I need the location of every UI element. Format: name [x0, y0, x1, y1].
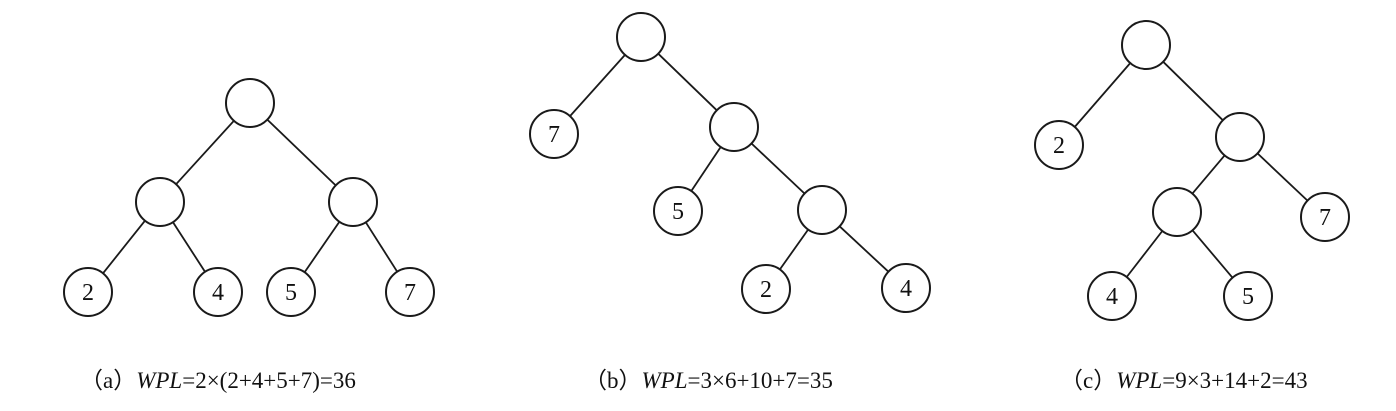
node-weight-label: 7 [548, 122, 560, 148]
node-circle [653, 186, 703, 236]
node-circle [63, 267, 113, 317]
tree-node-a-rr: 7 [385, 267, 435, 317]
node-circle [385, 267, 435, 317]
tree-node-b-n1 [709, 102, 759, 152]
caption-a-wpl: WPL [136, 368, 182, 393]
caption-c-formula: =9×3+14+2=43 [1162, 368, 1307, 393]
tree-node-b-2: 2 [741, 264, 791, 314]
edge-c-n1-to-c-n2 [1191, 154, 1226, 195]
tree-node-a-root [225, 78, 275, 128]
caption-a-formula: =2×(2+4+5+7)=36 [182, 368, 356, 393]
edge-b-root-to-b-7 [569, 54, 626, 117]
tree-node-b-4: 4 [881, 263, 931, 313]
node-circle [709, 102, 759, 152]
edge-b-n1-to-b-5 [690, 146, 722, 192]
node-circle [266, 267, 316, 317]
node-circle [881, 263, 931, 313]
caption-c-wpl: WPL [1116, 368, 1162, 393]
node-weight-label: 7 [404, 280, 416, 306]
node-circle [1087, 271, 1137, 321]
tree-node-a-lr: 4 [193, 267, 243, 317]
edge-a-root-to-a-r [266, 118, 337, 187]
caption-b-tag: （b） [584, 368, 642, 393]
node-weight-label: 4 [1106, 284, 1118, 310]
nodes-layer: 2 4 5 7 7 5 2 4 2 7 4 5 [63, 12, 1350, 321]
caption-b: （b）WPL=3×6+10+7=35 [584, 368, 833, 393]
node-weight-label: 2 [1053, 133, 1065, 159]
edge-c-n2-to-c-4 [1125, 230, 1164, 278]
caption-a: （a）WPL=2×(2+4+5+7)=36 [80, 368, 356, 393]
tree-node-a-l [135, 177, 185, 227]
node-weight-label: 5 [285, 280, 297, 306]
tree-node-b-n2 [797, 185, 847, 235]
node-circle [1152, 187, 1202, 237]
caption-c: （c）WPL=9×3+14+2=43 [1060, 368, 1308, 393]
node-circle [529, 109, 579, 159]
tree-node-c-5: 5 [1223, 271, 1273, 321]
edge-c-n2-to-c-5 [1191, 229, 1234, 279]
caption-b-wpl: WPL [642, 368, 688, 393]
edge-a-r-to-a-rr [365, 221, 398, 273]
edges-layer [102, 53, 1309, 279]
node-circle [616, 12, 666, 62]
node-circle [797, 185, 847, 235]
node-circle [1034, 120, 1084, 170]
node-weight-label: 2 [760, 277, 772, 303]
edge-c-root-to-c-2 [1074, 62, 1131, 128]
tree-node-c-4: 4 [1087, 271, 1137, 321]
tree-node-a-r [328, 177, 378, 227]
node-circle [1121, 20, 1171, 70]
tree-node-c-root [1121, 20, 1171, 70]
tree-node-b-root [616, 12, 666, 62]
node-weight-label: 7 [1319, 205, 1331, 231]
tree-node-b-7: 7 [529, 109, 579, 159]
node-circle [135, 177, 185, 227]
node-circle [328, 177, 378, 227]
caption-c-tag: （c） [1060, 368, 1116, 393]
tree-node-c-7: 7 [1300, 192, 1350, 242]
edge-b-n2-to-b-4 [838, 225, 890, 273]
tree-node-c-2: 2 [1034, 120, 1084, 170]
edge-a-l-to-a-lr [172, 221, 206, 273]
node-circle [1300, 192, 1350, 242]
node-circle [1215, 112, 1265, 162]
node-weight-label: 5 [672, 199, 684, 225]
edge-a-root-to-a-l [175, 120, 235, 185]
node-circle [193, 267, 243, 317]
tree-node-c-n1 [1215, 112, 1265, 162]
edge-a-r-to-a-rl [303, 221, 341, 273]
node-weight-label: 4 [900, 276, 912, 302]
node-circle [1223, 271, 1273, 321]
node-circle [225, 78, 275, 128]
edge-b-n2-to-b-2 [779, 229, 809, 270]
node-weight-label: 5 [1242, 284, 1254, 310]
caption-a-tag: （a） [80, 368, 136, 393]
node-weight-label: 4 [212, 280, 224, 306]
caption-b-formula: =3×6+10+7=35 [688, 368, 833, 393]
node-weight-label: 2 [82, 280, 94, 306]
tree-node-c-n2 [1152, 187, 1202, 237]
edge-b-root-to-b-n1 [657, 53, 718, 111]
edge-b-n1-to-b-n2 [750, 142, 806, 195]
tree-node-a-rl: 5 [266, 267, 316, 317]
edge-a-l-to-a-ll [102, 220, 146, 274]
edge-c-n1-to-c-7 [1256, 152, 1309, 202]
tree-node-a-ll: 2 [63, 267, 113, 317]
tree-node-b-5: 5 [653, 186, 703, 236]
edge-c-root-to-c-n1 [1162, 61, 1224, 121]
node-circle [741, 264, 791, 314]
